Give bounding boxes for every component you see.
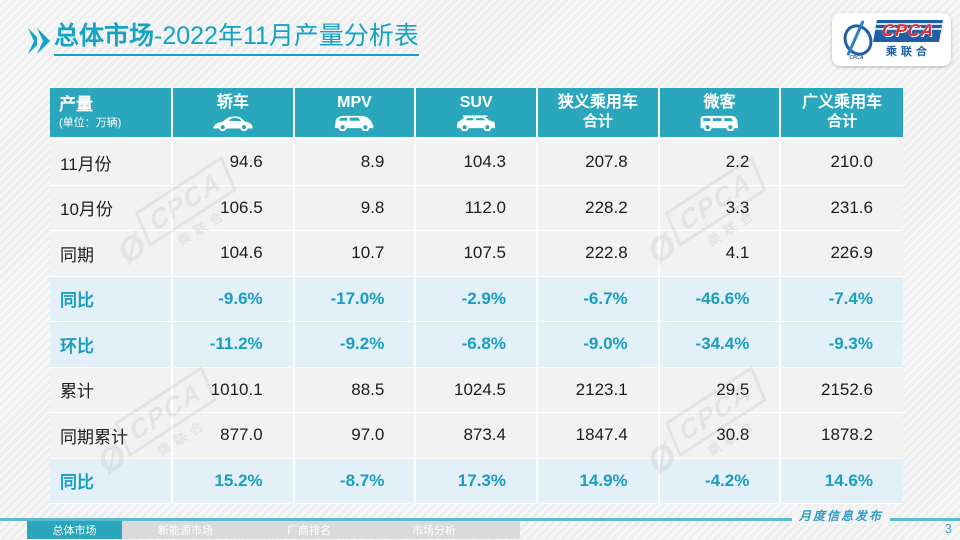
page-title-prefix: 总体市场 [54,22,155,50]
microvan-icon [698,113,740,132]
tab-oem-ranking[interactable]: 厂商排名 [287,525,331,537]
cpca-logo: CPCA CPCA 乘联合 [832,13,951,66]
table-cell: 8.9 [294,140,417,186]
tab-strip [122,521,520,539]
footer-divider [0,518,960,521]
table-cell: 1878.2 [781,413,903,459]
tab-nev-market[interactable]: 新能源市场 [158,525,213,537]
table-cell: 30.8 [659,413,782,459]
table-cell: -9.0% [537,322,660,368]
table-cell: 226.9 [781,231,903,277]
mpv-icon [333,113,375,132]
table-cell: 104.3 [416,140,538,186]
header-col-production: 产量 (单位：万辆) [50,88,173,140]
table-cell: 15.2% [173,458,295,504]
header-col-microvan: 微客 [659,88,782,140]
row-label: 同期 [50,231,173,277]
header-col-broad-pv: 广义乘用车 合计 [781,88,903,140]
table-cell: 112.0 [416,185,538,231]
table-cell: 104.6 [173,231,295,277]
header-col-suv: SUV [416,88,538,140]
row-label: 累计 [50,367,173,413]
page-title: 总体市场-2022年11月产量分析表 [54,22,419,56]
sedan-icon [212,113,254,131]
production-table: 产量 (单位：万辆) 轿车 MPV SUV 狭义乘用车 合计 微客 [50,88,903,504]
suv-icon [455,113,497,132]
header-col-narrow-pv: 狭义乘用车 合计 [537,88,660,140]
table-cell: 1024.5 [416,367,538,413]
table-cell: 106.5 [173,185,295,231]
row-label: 10月份 [50,185,173,231]
logo-banner: CPCA [873,20,944,42]
table-cell: 97.0 [294,413,417,459]
footer-nav: 总体市场 新能源市场 厂商排名 市场分析 [0,521,960,539]
table-cell: -6.8% [416,322,538,368]
table-cell: 228.2 [537,185,660,231]
table-cell: 14.6% [781,458,903,504]
table-cell: 2.2 [659,140,782,186]
table-cell: 17.3% [416,458,538,504]
table-cell: -9.6% [173,276,295,322]
table-cell: 873.4 [416,413,538,459]
table-cell: 14.9% [537,458,660,504]
table-cell: 107.5 [416,231,538,277]
table-cell: 210.0 [781,140,903,186]
row-label: 同比 [50,276,173,322]
row-label: 同期累计 [50,413,173,459]
row-label: 11月份 [50,140,173,186]
footer-caption: 月度信息发布 [792,507,891,524]
cpca-emblem-icon: CPCA [838,18,879,61]
table-cell: -9.3% [781,322,903,368]
table-cell: 4.1 [659,231,782,277]
table-cell: -9.2% [294,322,417,368]
table-cell: 29.5 [659,367,782,413]
chevron-right-icon [28,28,50,54]
table-cell: -2.9% [416,276,538,322]
logo-sub-text: 乘联合 [885,46,931,58]
header-col-sedan: 轿车 [173,88,295,140]
logo-main-text: CPCA [881,21,936,40]
emblem-text: CPCA [849,54,864,61]
tab-market-analysis[interactable]: 市场分析 [412,525,456,537]
table-cell: -34.4% [659,322,782,368]
table-cell: 1010.1 [173,367,295,413]
table-cell: 88.5 [294,367,417,413]
table-cell: 222.8 [537,231,660,277]
header-col-mpv: MPV [294,88,417,140]
row-label: 同比 [50,458,173,504]
table-cell: -6.7% [537,276,660,322]
unit-label: (单位：万辆) [59,116,122,129]
table-cell: -17.0% [294,276,417,322]
table-cell: 9.8 [294,185,417,231]
table-cell: 2123.1 [537,367,660,413]
page-number: 3 [944,521,952,536]
table-cell: 94.6 [173,140,295,186]
page-title-rest: -2022年11月产量分析表 [154,22,419,50]
tab-overall-market[interactable]: 总体市场 [27,521,122,539]
table-cell: 231.6 [781,185,903,231]
table-cell: -4.2% [659,458,782,504]
table-cell: 10.7 [294,231,417,277]
table-cell: -11.2% [173,322,295,368]
table-cell: 207.8 [537,140,660,186]
table-cell: 877.0 [173,413,295,459]
table-cell: 3.3 [659,185,782,231]
title-block: 总体市场-2022年11月产量分析表 [28,22,419,56]
table-cell: -7.4% [781,276,903,322]
row-label: 环比 [50,322,173,368]
table-cell: -46.6% [659,276,782,322]
table-cell: 1847.4 [537,413,660,459]
table-cell: -8.7% [294,458,417,504]
table-cell: 2152.6 [781,367,903,413]
